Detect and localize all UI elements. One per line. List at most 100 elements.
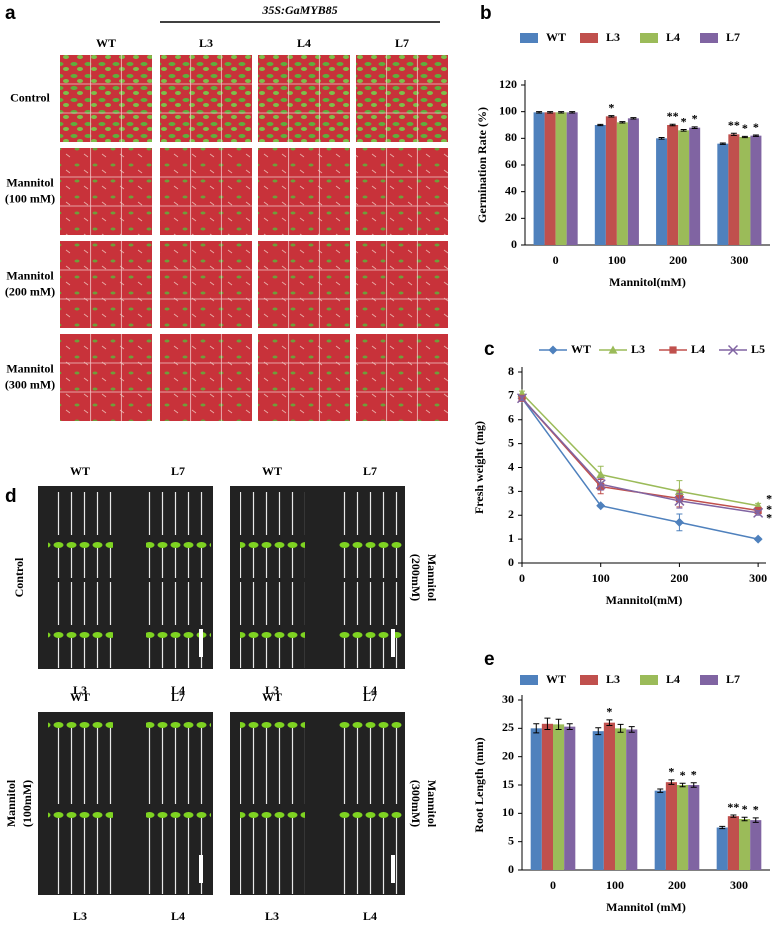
condition-label: Mannitol(200mM) [409, 554, 439, 602]
line [521, 397, 759, 540]
row-label: Mannitol (200 mM) [5, 268, 55, 298]
bar [750, 820, 762, 870]
genotype-label: L3 [73, 683, 87, 697]
significance: * [753, 120, 759, 134]
column-label: L7 [395, 36, 409, 50]
genotype-label: WT [262, 464, 282, 478]
marker [753, 534, 763, 544]
legend-label: L7 [726, 672, 740, 686]
row-label-line: (100 mM) [5, 191, 55, 205]
seedlings [338, 718, 403, 804]
panel-letter: c [484, 339, 495, 360]
significance: * [692, 112, 698, 126]
seedlings [240, 718, 305, 804]
y-tick-label: 100 [499, 103, 517, 117]
bar [677, 785, 689, 870]
column-label: L3 [199, 36, 213, 50]
significance: * [742, 121, 748, 135]
seedlings [338, 492, 403, 578]
x-tick-label: 300 [749, 571, 767, 585]
legend-label: L3 [606, 30, 620, 44]
y-tick-label: 8 [508, 364, 514, 378]
row-label-line: (300 mM) [5, 377, 55, 391]
legend-label: L3 [631, 342, 645, 356]
legend-marker [669, 346, 677, 354]
x-axis-title: Mannitol(mM) [606, 593, 683, 607]
marker [596, 501, 606, 511]
error-bar [595, 727, 602, 736]
bar [616, 122, 628, 245]
x-axis-title: Mannitol (mM) [606, 900, 686, 914]
plate-photo [60, 241, 152, 328]
significance: * [668, 765, 674, 779]
significance: * [766, 491, 772, 505]
plate-photo [356, 334, 448, 421]
row-label-line: Control [10, 90, 50, 104]
row-label-text: Mannitol (300 mM) [5, 361, 55, 391]
plate-photo [160, 241, 252, 328]
condition-label-line: Mannitol [425, 554, 439, 602]
y-tick-label: 6 [508, 412, 514, 426]
error-bar [569, 111, 576, 114]
significance: * [606, 705, 612, 719]
x-tick-label: 0 [550, 878, 556, 892]
bar [678, 130, 690, 245]
bar [592, 731, 604, 870]
error-bar [719, 142, 726, 145]
significance: * [691, 767, 697, 781]
genotype-label: L3 [73, 909, 87, 923]
bar [728, 134, 740, 245]
error-bar [752, 817, 759, 823]
error-bar [617, 723, 624, 733]
legend-label: L4 [691, 342, 705, 356]
error-bar [730, 132, 737, 136]
error-bar [669, 123, 676, 127]
scale-bar [199, 629, 203, 657]
plate-photo [60, 55, 152, 142]
y-tick-label: 25 [502, 720, 514, 734]
seedlings [146, 492, 211, 578]
error-bar [628, 726, 635, 733]
bar [615, 728, 627, 870]
significance: * [766, 511, 772, 525]
plate-photo [356, 148, 448, 235]
error-bar [536, 111, 543, 114]
construct-label: 35S:GaMYB85 [261, 3, 337, 17]
y-axis-title-text: Germination Rate (%) [475, 107, 489, 223]
row-label-line: Mannitol [6, 175, 54, 189]
bar [739, 137, 751, 245]
bar [716, 827, 728, 870]
bar [665, 782, 677, 870]
bar [627, 118, 639, 245]
marker [753, 507, 764, 518]
bar [564, 726, 576, 870]
significance: ** [727, 800, 739, 814]
y-tick-label: 0 [508, 555, 514, 569]
y-tick-label: 1 [508, 531, 514, 545]
y-tick-label: 5 [508, 833, 514, 847]
legend-swatch [700, 33, 718, 43]
plate-photo [160, 55, 252, 142]
error-bar [679, 782, 686, 788]
legend-label: WT [571, 342, 591, 356]
error-bar [719, 825, 726, 830]
bar [717, 143, 729, 245]
condition-label-line: Mannitol [4, 779, 18, 827]
legend-swatch [580, 33, 598, 43]
genotype-label: WT [262, 690, 282, 704]
seedlings [48, 808, 113, 894]
bar [750, 135, 762, 245]
row-label: Mannitol (100 mM) [5, 175, 55, 205]
condition-label: Mannitol (100mM) [4, 779, 34, 827]
plate-photo [60, 148, 152, 235]
legend-swatch [520, 33, 538, 43]
legend-marker [548, 345, 558, 355]
row-label-text: Control [10, 90, 50, 104]
error-bar [558, 111, 565, 114]
genotype-label: L3 [265, 683, 279, 697]
seedlings [146, 718, 211, 804]
y-tick-label: 0 [508, 862, 514, 876]
plate-photo [356, 55, 448, 142]
legend-marker [608, 345, 618, 354]
